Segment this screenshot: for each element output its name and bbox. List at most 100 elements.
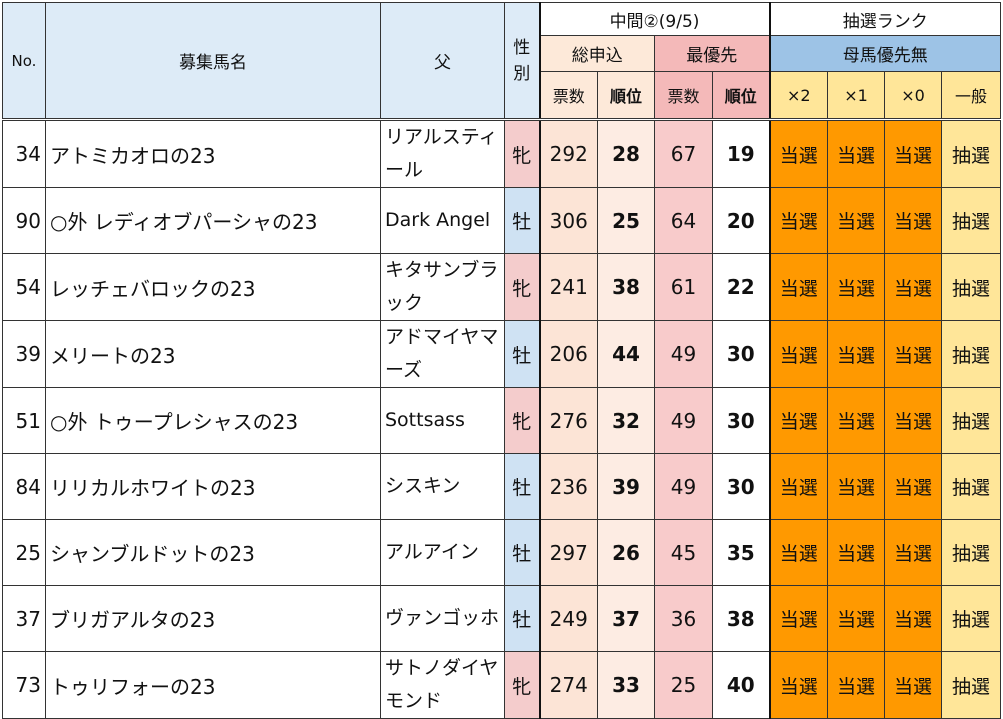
sex-badge: 牡 — [504, 453, 540, 520]
horse-number: 51 — [2, 387, 46, 454]
total-votes: 297 — [538, 519, 598, 586]
result-x1: 当選 — [827, 519, 885, 586]
result-x0: 当選 — [884, 118, 942, 188]
sire-name: リアルスティール — [380, 118, 505, 188]
result-general: 抽選 — [941, 519, 1001, 586]
header-total-applications: 総申込 — [538, 35, 655, 72]
result-x2: 当選 — [768, 320, 828, 388]
result-general: 抽選 — [941, 118, 1001, 188]
result-x0: 当選 — [884, 320, 942, 388]
sex-badge: 牝 — [504, 118, 540, 188]
sex-badge: 牡 — [504, 187, 540, 254]
result-x0: 当選 — [884, 187, 942, 254]
top-priority-votes: 49 — [654, 320, 713, 388]
total-rank: 26 — [597, 519, 655, 586]
top-priority-votes: 45 — [654, 519, 713, 586]
total-rank: 32 — [597, 387, 655, 454]
sire-name: アドマイヤマーズ — [380, 320, 505, 388]
result-x0: 当選 — [884, 453, 942, 520]
header-general: 一般 — [941, 71, 1001, 120]
result-general: 抽選 — [941, 585, 1001, 652]
horse-number: 73 — [2, 651, 46, 719]
total-votes: 306 — [538, 187, 598, 254]
header-top-priority: 最優先 — [654, 35, 770, 72]
result-x2: 当選 — [768, 453, 828, 520]
result-x0: 当選 — [884, 585, 942, 652]
table-row: 37 ブリガアルタの23 ヴァンゴッホ 牡 249 37 36 38 当選 当選… — [2, 585, 1001, 652]
total-votes: 206 — [538, 320, 598, 388]
header-interim: 中間②(9/5) — [538, 2, 770, 36]
result-x0: 当選 — [884, 387, 942, 454]
header-sex-line2: 別 — [513, 63, 531, 84]
sex-badge: 牡 — [504, 585, 540, 652]
table-row: 51 ○外 トゥープレシャスの23 Sottsass 牝 276 32 49 3… — [2, 387, 1001, 454]
table-row: 90 ○外 レディオブパーシャの23 Dark Angel 牡 306 25 6… — [2, 187, 1001, 254]
result-x1: 当選 — [827, 585, 885, 652]
result-general: 抽選 — [941, 187, 1001, 254]
header-sex: 性 別 — [504, 2, 540, 120]
header-lottery-rank: 抽選ランク — [768, 2, 1001, 36]
sire-name: Sottsass — [380, 387, 505, 454]
top-priority-votes: 25 — [654, 651, 713, 719]
result-x1: 当選 — [827, 651, 885, 719]
header-total-rank: 順位 — [597, 71, 655, 120]
total-votes: 276 — [538, 387, 598, 454]
table-row: 25 シャンブルドットの23 アルアイン 牡 297 26 45 35 当選 当… — [2, 519, 1001, 586]
top-priority-votes: 67 — [654, 118, 713, 188]
result-x1: 当選 — [827, 320, 885, 388]
header-x2: ×2 — [768, 71, 828, 120]
top-priority-rank: 30 — [712, 453, 770, 520]
result-x1: 当選 — [827, 118, 885, 188]
header-x0: ×0 — [884, 71, 942, 120]
top-priority-rank: 40 — [712, 651, 770, 719]
header-sire: 父 — [380, 2, 505, 120]
result-general: 抽選 — [941, 387, 1001, 454]
top-priority-votes: 36 — [654, 585, 713, 652]
horse-number: 34 — [2, 118, 46, 188]
result-general: 抽選 — [941, 651, 1001, 719]
top-priority-votes: 64 — [654, 187, 713, 254]
top-priority-rank: 20 — [712, 187, 770, 254]
top-priority-rank: 22 — [712, 253, 770, 321]
horse-name: レッチェバロックの23 — [45, 253, 381, 321]
header-no: No. — [2, 2, 46, 120]
sex-badge: 牝 — [504, 651, 540, 719]
horse-name: シャンブルドットの23 — [45, 519, 381, 586]
result-x0: 当選 — [884, 253, 942, 321]
table-row: 84 リリカルホワイトの23 シスキン 牡 236 39 49 30 当選 当選… — [2, 453, 1001, 520]
result-x2: 当選 — [768, 387, 828, 454]
result-x2: 当選 — [768, 118, 828, 188]
total-votes: 241 — [538, 253, 598, 321]
table-row: 54 レッチェバロックの23 キタサンブラック 牝 241 38 61 22 当… — [2, 253, 1001, 321]
horse-number: 39 — [2, 320, 46, 388]
sex-badge: 牡 — [504, 519, 540, 586]
top-priority-rank: 19 — [712, 118, 770, 188]
horse-number: 37 — [2, 585, 46, 652]
horse-name: ○外 レディオブパーシャの23 — [45, 187, 381, 254]
top-priority-votes: 61 — [654, 253, 713, 321]
result-x2: 当選 — [768, 253, 828, 321]
header-sex-line1: 性 — [513, 37, 531, 58]
total-votes: 274 — [538, 651, 598, 719]
table-row: 34 アトミカオロの23 リアルスティール 牝 292 28 67 19 当選 … — [2, 118, 1001, 188]
sex-badge: 牡 — [504, 320, 540, 388]
top-priority-rank: 30 — [712, 320, 770, 388]
horse-name: ○外 トゥープレシャスの23 — [45, 387, 381, 454]
horse-name: リリカルホワイトの23 — [45, 453, 381, 520]
header-top-votes: 票数 — [654, 71, 713, 120]
total-rank: 39 — [597, 453, 655, 520]
result-x0: 当選 — [884, 519, 942, 586]
horse-name: アトミカオロの23 — [45, 118, 381, 188]
total-votes: 236 — [538, 453, 598, 520]
horse-number: 84 — [2, 453, 46, 520]
result-x2: 当選 — [768, 585, 828, 652]
horse-name: ブリガアルタの23 — [45, 585, 381, 652]
result-general: 抽選 — [941, 453, 1001, 520]
result-x2: 当選 — [768, 519, 828, 586]
total-rank: 25 — [597, 187, 655, 254]
top-priority-votes: 49 — [654, 453, 713, 520]
result-x1: 当選 — [827, 187, 885, 254]
horse-name: メリートの23 — [45, 320, 381, 388]
total-rank: 37 — [597, 585, 655, 652]
